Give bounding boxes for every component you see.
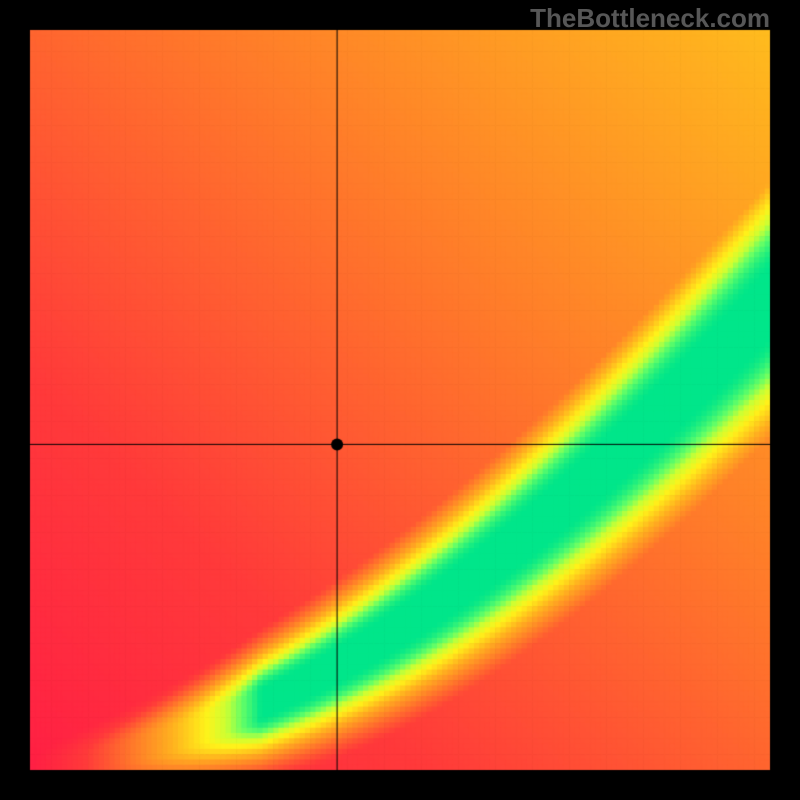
watermark-label: TheBottleneck.com: [530, 3, 770, 34]
bottleneck-heatmap: [0, 0, 800, 800]
